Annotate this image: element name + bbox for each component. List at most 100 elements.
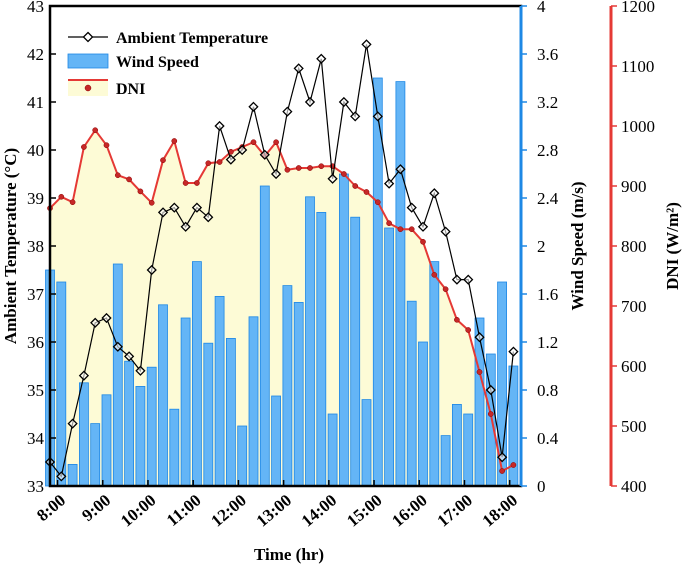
temperature-tick-label: 43	[27, 0, 44, 16]
temperature-point	[146, 264, 157, 276]
time-tick-label: 11:00	[163, 491, 205, 530]
time-tick-label: 16:00	[388, 491, 431, 531]
dni-tick-label: 600	[621, 357, 647, 376]
dni-point	[442, 286, 449, 293]
dni-point	[476, 369, 483, 375]
temperature-point	[372, 111, 383, 122]
dni-point	[194, 180, 200, 186]
temperature-point	[429, 188, 440, 199]
temperature-point	[135, 365, 146, 376]
wind-speed-bar	[395, 81, 406, 487]
temperature-tick-label: 42	[27, 45, 44, 64]
dni-tick-label: 500	[621, 417, 647, 436]
dni-point	[126, 176, 132, 183]
wind-speed-bar	[406, 300, 417, 487]
dni-point	[510, 462, 517, 468]
dni-markers	[47, 127, 517, 474]
wind-speed-bar	[316, 211, 327, 487]
temperature-point	[395, 164, 406, 175]
temperature-point	[180, 221, 191, 232]
temperature-point	[463, 274, 474, 285]
wind-tick-label: 2	[537, 237, 546, 256]
temperature-point	[282, 106, 293, 117]
time-tick-label: 9:00	[78, 491, 114, 526]
wind-tick-label: 1.2	[537, 333, 558, 352]
temperature-tick-label: 34	[27, 429, 45, 448]
temperature-point	[237, 144, 248, 156]
temperature-point	[451, 274, 463, 285]
temperature-point	[112, 341, 123, 352]
time-tick-label: 15:00	[343, 491, 386, 531]
temperature-point	[406, 202, 417, 213]
time-tick-label: 17:00	[433, 491, 476, 531]
dni-point	[420, 238, 426, 245]
wind-speed-bar	[327, 413, 338, 487]
wind-speed-bar	[350, 216, 361, 487]
legend-wind-label: Wind Speed	[116, 54, 199, 71]
wind-speed-bar	[79, 382, 89, 487]
wind-speed-bar	[214, 295, 225, 487]
dni-point	[182, 180, 189, 186]
temperature-point	[101, 312, 112, 324]
dni-point	[160, 157, 166, 164]
dni-axis-title: DNI (W/m²)	[663, 202, 682, 290]
dni-point	[499, 468, 505, 474]
temperature-point	[338, 96, 350, 108]
wind-speed-bar	[203, 342, 214, 487]
wind-speed-bar	[225, 337, 236, 487]
temperature-point	[440, 226, 451, 237]
temperature-point	[259, 149, 270, 160]
wind-speed-bar	[271, 395, 282, 487]
dni-tick-label: 400	[621, 477, 647, 496]
dni-tick-label: 1200	[621, 0, 655, 16]
dni-axis-ticks: 400 500 600 700 800 900 1000 1100 1200	[611, 0, 655, 496]
temperature-point	[214, 120, 225, 132]
dni-tick-label: 700	[621, 297, 647, 316]
time-tick-label: 14:00	[298, 491, 341, 531]
dni-point	[307, 165, 313, 171]
dni-point	[341, 171, 347, 177]
dni-point	[69, 199, 76, 206]
dni-point	[58, 193, 65, 200]
dni-tick-label: 1100	[621, 57, 654, 76]
dni-point	[205, 160, 212, 167]
temperature-point	[474, 332, 485, 343]
wind-speed-bar	[293, 301, 304, 487]
wind-speed-bar	[259, 185, 270, 487]
dni-point	[114, 172, 121, 179]
temperature-point	[225, 154, 236, 165]
temperature-axis-title: Ambient Temperature (°C)	[1, 148, 20, 344]
temperature-point	[485, 384, 496, 396]
time-axis-title: Time (hr)	[254, 545, 324, 564]
legend: Ambient Temperature Wind Speed DNI	[67, 30, 268, 98]
wind-speed-bar	[146, 366, 157, 487]
temperature-tick-label: 38	[27, 237, 44, 256]
time-tick-label: 10:00	[117, 491, 160, 531]
temperature-point	[157, 207, 169, 218]
temperature-point	[78, 370, 90, 381]
temperature-point	[293, 63, 304, 74]
wind-speed-bar	[112, 263, 123, 487]
dni-point	[216, 159, 223, 165]
temperature-point	[361, 39, 372, 50]
wind-speed-bar	[56, 281, 67, 487]
temperature-point	[270, 168, 282, 180]
temperature-point	[248, 101, 259, 112]
dni-point	[465, 327, 472, 333]
legend-temperature-marker	[82, 31, 94, 43]
wind-tick-label: 1.6	[537, 285, 558, 304]
wind-tick-label: 0.8	[537, 381, 558, 400]
temperature-tick-label: 41	[27, 93, 44, 112]
wind-speed-bar	[474, 317, 485, 487]
wind-speed-bar	[135, 385, 146, 487]
temperature-tick-label: 37	[27, 285, 45, 304]
temperature-point	[497, 452, 508, 463]
wind-speed-bar	[90, 423, 101, 487]
dni-point	[92, 127, 99, 134]
temperature-point	[169, 202, 180, 213]
time-axis-ticks: 8:00 9:00 10:00 11:00 12:00 13:00 14:00 15:00 16…	[33, 480, 521, 531]
wind-speed-bar	[429, 261, 440, 487]
wind-speed-bar	[338, 173, 349, 487]
temperature-markers	[44, 39, 519, 482]
